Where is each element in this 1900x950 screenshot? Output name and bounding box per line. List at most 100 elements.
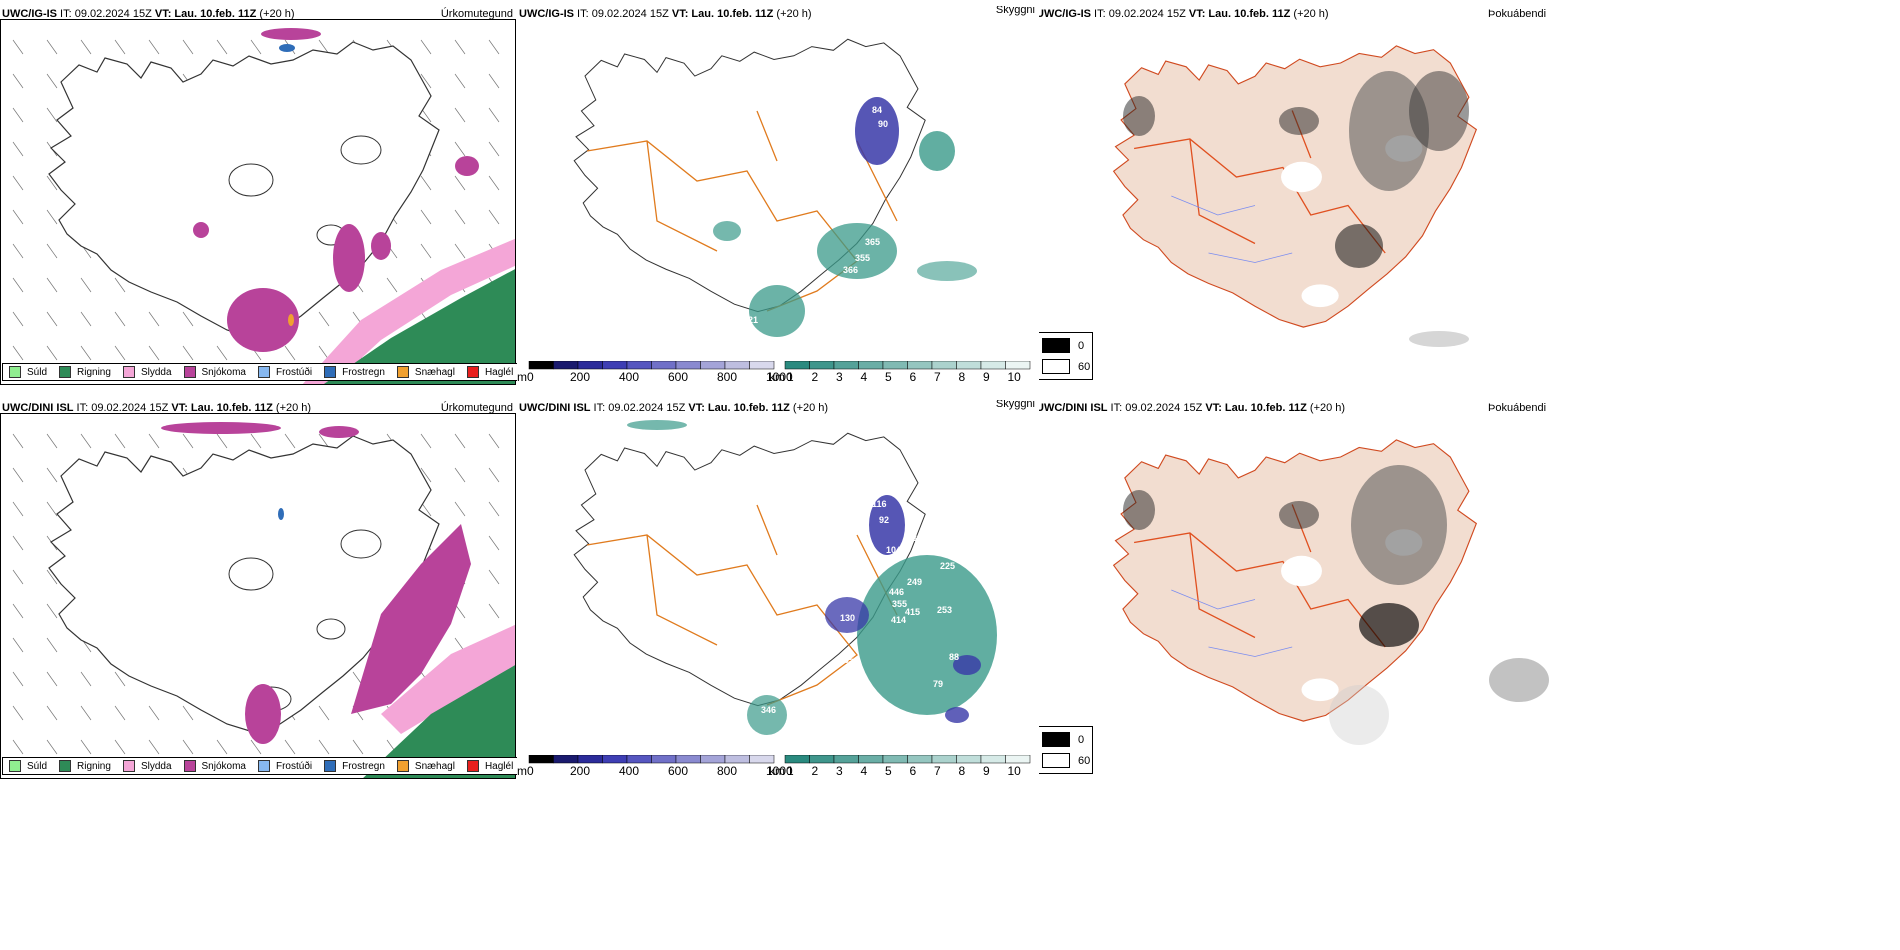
legend-label: Slydda	[140, 366, 172, 378]
snow-pellet-area	[288, 314, 294, 326]
wind-barb	[420, 243, 432, 259]
legend-item-frostregn: Frostregn	[324, 760, 385, 772]
colorbar-tick-km: 8	[958, 370, 966, 384]
wind-barb	[420, 73, 432, 89]
fog-indicator-area	[1123, 96, 1155, 136]
wind-barb	[420, 39, 432, 55]
colorbar-swatch-m	[749, 755, 775, 764]
road-network	[586, 504, 898, 706]
snow-area	[371, 232, 391, 260]
wind-barb	[114, 277, 126, 293]
legend-item-frostúði: Frostúði	[257, 366, 313, 378]
visibility-value-label: 130	[840, 613, 855, 623]
legend-label: Súld	[27, 760, 48, 772]
snow-area	[351, 524, 471, 714]
precip-panel-title: UWC/IG-IS IT: 09.02.2024 15Z VT: Lau. 10…	[2, 7, 295, 21]
visibility-value-label: 90	[878, 119, 888, 129]
legend-swatch	[257, 366, 270, 378]
visibility-value-label: 355	[855, 253, 870, 263]
forecast-row-2: UWC/DINI ISL IT: 09.02.2024 15Z VT: Lau.…	[0, 400, 1900, 780]
wind-barb	[488, 141, 500, 157]
wind-barb	[182, 39, 194, 55]
colorbar-swatches	[528, 361, 1031, 370]
fog-map[interactable]	[1059, 21, 1599, 385]
colorbar-swatch-km	[882, 755, 908, 764]
colorbar-tick-km: 9	[983, 764, 990, 778]
fog-legend-swatch-0	[1042, 732, 1070, 747]
init-time: IT: 09.02.2024 15Z	[574, 8, 672, 20]
forecast-row-1: UWC/IG-IS IT: 09.02.2024 15Z VT: Lau. 10…	[0, 6, 1900, 386]
wind-barb	[12, 73, 24, 89]
colorbar-swatch-m	[651, 361, 677, 370]
fog-indicator-area	[1349, 71, 1429, 191]
visibility-value-label: 421	[743, 315, 758, 325]
colorbar-swatch-m	[528, 361, 554, 370]
visibility-value-label: 414	[891, 615, 906, 625]
visibility-value-label: 225	[940, 561, 955, 571]
colorbar-swatch-m	[700, 361, 726, 370]
colorbar-tick-km: 3	[836, 370, 843, 384]
colorbar-tick-km: 7	[934, 764, 941, 778]
visibility-value-label: 757	[809, 343, 824, 353]
colorbar-swatch-km	[833, 755, 859, 764]
glacier-outline	[340, 135, 382, 165]
visibility-map[interactable]: 116 92 120 43 104 225 249 446 355 415 414 253 130 605…	[517, 415, 1039, 755]
visibility-colorbar: m 0 200 400 600 800 1000 km 1 2 3 4 5 6 7 8 9 10	[517, 755, 1039, 779]
precip-map[interactable]	[0, 413, 516, 779]
visibility-value-label: 777	[829, 343, 844, 353]
wind-barb	[318, 311, 330, 327]
wind-barb	[148, 433, 160, 449]
wind-barb	[46, 73, 58, 89]
visibility-value-label: 415	[905, 607, 920, 617]
colorbar-swatch-km	[931, 361, 957, 370]
colorbar-swatch-m	[577, 361, 603, 370]
colorbar-swatch-m	[724, 361, 750, 370]
wind-barb	[488, 433, 500, 449]
colorbar-tick-km: 5	[885, 370, 892, 384]
precip-map[interactable]	[0, 19, 516, 385]
wind-barb	[46, 175, 58, 191]
fog-map[interactable]	[1059, 415, 1599, 779]
visibility-value-label: 346	[761, 705, 776, 715]
fog-indicator-area	[1489, 658, 1549, 702]
glacier	[1281, 555, 1322, 587]
valid-time: VT: Lau. 10.feb. 11Z	[671, 8, 774, 20]
colorbar-tick-km: 1	[787, 370, 794, 384]
wind-barb	[284, 433, 296, 449]
glacier	[1301, 678, 1339, 702]
product-name: Úrkomutegund	[440, 8, 513, 20]
glacier-outline	[316, 618, 346, 640]
legend-swatch	[396, 366, 409, 378]
wind-barb	[488, 501, 500, 517]
visibility-value-label: 706	[937, 305, 952, 315]
sleet-area	[302, 238, 515, 384]
wind-barb	[488, 467, 500, 483]
legend-label: Frostúði	[275, 366, 313, 378]
legend-swatch	[183, 366, 196, 378]
wind-barb	[420, 467, 432, 483]
precip-panel-title: UWC/DINI ISL IT: 09.02.2024 15Z VT: Lau.…	[2, 401, 311, 415]
fog-indicator-area	[1409, 331, 1469, 347]
colorbar-swatch-km	[882, 361, 908, 370]
wind-barb	[420, 433, 432, 449]
fog-panel-title: UWC/IG-IS IT: 09.02.2024 15Z VT: Lau. 10…	[1039, 7, 1329, 21]
legend-swatch	[59, 760, 72, 772]
wind-barb	[488, 535, 500, 551]
wind-barb	[318, 739, 330, 755]
wind-barb	[148, 311, 160, 327]
legend-item-rigning: Rigning	[59, 366, 111, 378]
vis-panel-title: UWC/DINI ISL IT: 09.02.2024 15Z VT: Lau.…	[519, 401, 828, 415]
wind-barb	[454, 209, 466, 225]
glacier	[1301, 284, 1339, 308]
colorbar-tick-m: 200	[570, 370, 591, 384]
colorbar-tick-m: 1000	[766, 370, 793, 384]
colorbar-swatch-km	[784, 755, 810, 764]
wind-barb	[488, 107, 500, 123]
valid-time: VT: Lau. 10.feb. 11Z	[688, 402, 790, 414]
visibility-map[interactable]: 84 90 94 98 365 355 366 421 706 757 777 898 28	[517, 21, 1039, 361]
wind-barb	[318, 705, 330, 721]
wind-barb	[352, 739, 364, 755]
colorbar-tick-km: 2	[811, 370, 819, 384]
rivers	[1171, 195, 1293, 263]
